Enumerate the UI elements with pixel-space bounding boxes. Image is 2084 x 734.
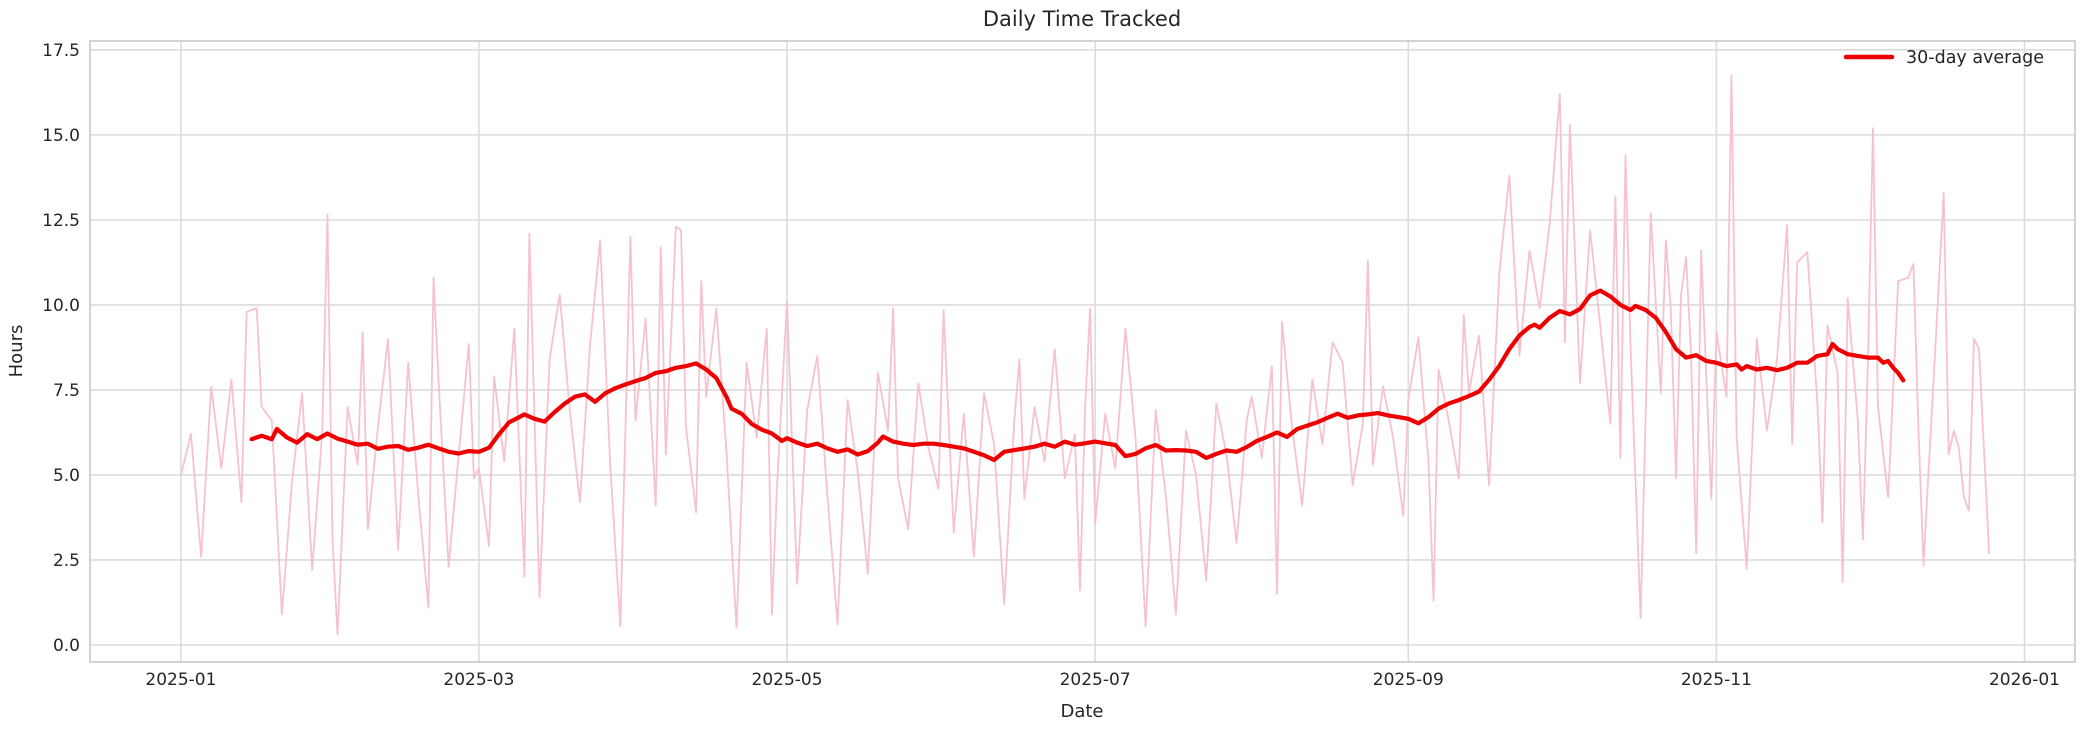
x-axis-label: Date [1060, 701, 1103, 722]
x-tick-label: 2025-05 [752, 670, 823, 690]
y-tick-label: 0.0 [53, 636, 80, 656]
x-tick-label: 2025-01 [145, 670, 216, 690]
y-tick-label: 5.0 [53, 466, 80, 486]
y-tick-label: 17.5 [42, 41, 80, 61]
x-tick-label: 2025-03 [443, 670, 514, 690]
plot-border [89, 40, 2076, 663]
y-tick-label: 7.5 [53, 381, 80, 401]
legend-label: 30-day average [1906, 48, 2044, 68]
series-layer [179, 74, 1990, 636]
x-tick-label: 2025-11 [1681, 670, 1752, 690]
daily-line [179, 74, 1990, 636]
x-tick-label: 2026-01 [1989, 670, 2060, 690]
y-tick-label: 10.0 [42, 296, 80, 316]
x-tick-label: 2025-07 [1060, 670, 1131, 690]
average-line [249, 288, 1906, 463]
x-tick-label: 2025-09 [1373, 670, 1444, 690]
tick-layer: 0.0 2.5 5.0 7.5 10.0 12.5 15.0 17.5 2025-01 2025-… [42, 41, 2060, 690]
y-tick-label: 2.5 [53, 551, 80, 571]
y-tick-label: 15.0 [42, 126, 80, 146]
y-axis-label: Hours [6, 325, 27, 378]
legend: 30-day average [1843, 48, 2044, 68]
y-tick-label: 12.5 [42, 211, 80, 231]
chart-title: Daily Time Tracked [983, 7, 1181, 31]
